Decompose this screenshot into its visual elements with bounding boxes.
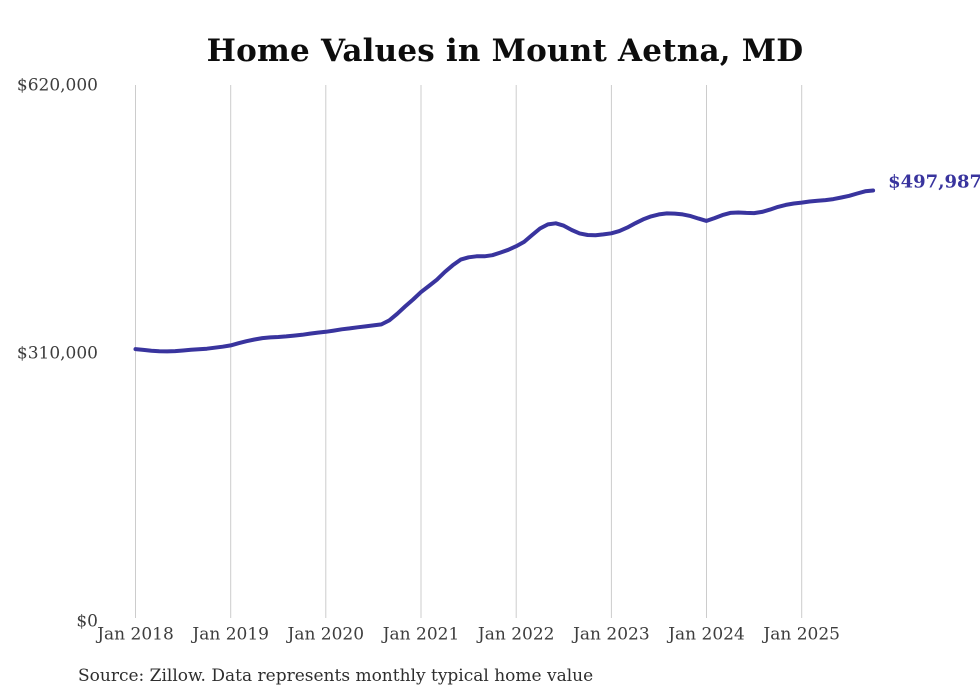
x-tick-label: Jan 2018: [95, 625, 174, 645]
home-value-series-line: [133, 188, 876, 354]
page-title: Home Values in Mount Aetna, MD: [206, 33, 804, 69]
x-tick-label: Jan 2024: [666, 625, 745, 645]
x-tick-label: Jan 2021: [381, 625, 460, 645]
y-tick-label: $0: [76, 612, 98, 632]
y-tick-label: $310,000: [17, 344, 98, 364]
x-tick-label: Jan 2022: [476, 625, 555, 645]
x-tick-label: Jan 2023: [571, 625, 650, 645]
x-tick-label: Jan 2020: [286, 625, 365, 645]
source-note: Source: Zillow. Data represents monthly …: [78, 666, 594, 686]
y-tick-label: $620,000: [17, 76, 98, 96]
home-values-line-chart: Jan 2018 Jan 2019 Jan 2020 Jan 2021 Jan 2022…: [17, 76, 980, 645]
x-tick-label: Jan 2019: [190, 625, 269, 645]
end-value-label: $497,987: [888, 172, 980, 193]
x-tick-label: Jan 2025: [761, 625, 840, 645]
